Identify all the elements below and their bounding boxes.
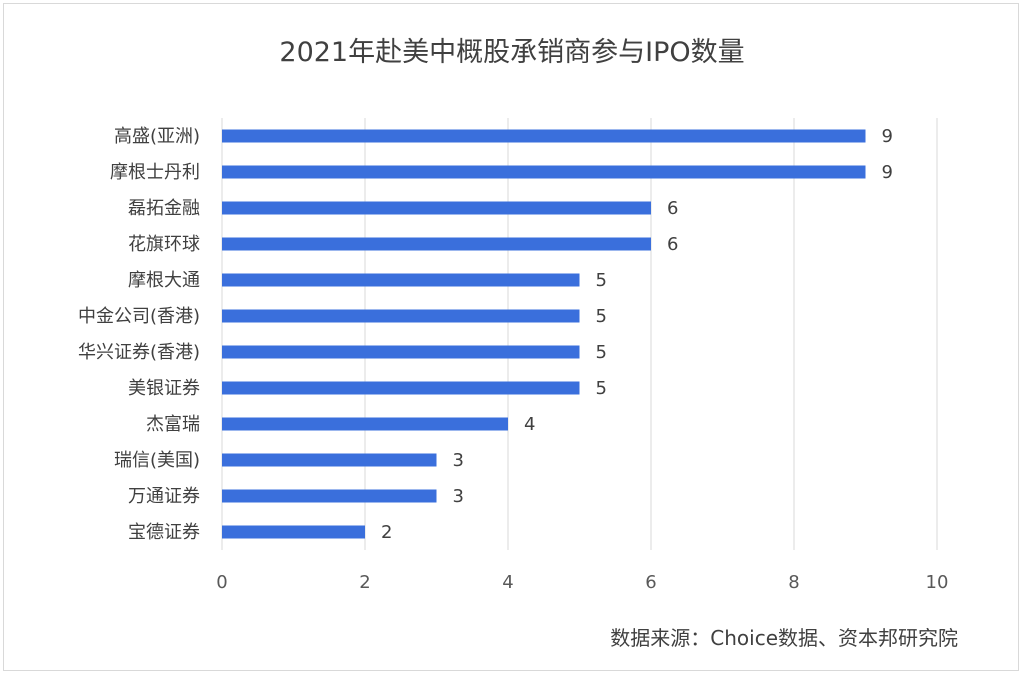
value-label: 9 — [882, 126, 893, 147]
value-label: 5 — [596, 270, 607, 291]
value-label: 5 — [596, 378, 607, 399]
category-label: 华兴证券(香港) — [78, 342, 200, 363]
bar — [222, 273, 580, 287]
category-label: 花旗环球 — [128, 234, 200, 255]
x-tick-label: 8 — [788, 572, 799, 593]
category-label: 高盛(亚洲) — [114, 126, 200, 147]
category-label: 瑞信(美国) — [114, 450, 200, 471]
category-label: 摩根大通 — [128, 270, 200, 291]
category-label: 磊拓金融 — [128, 198, 200, 219]
bar — [222, 417, 508, 431]
x-tick-label: 4 — [502, 572, 513, 593]
x-tick-label: 0 — [216, 572, 227, 593]
value-label: 6 — [667, 198, 678, 219]
category-label: 万通证券 — [128, 486, 200, 507]
bar — [222, 525, 365, 539]
value-label: 5 — [596, 306, 607, 327]
bar — [222, 345, 580, 359]
bar — [222, 381, 580, 395]
category-label: 摩根士丹利 — [110, 162, 200, 183]
x-tick-label: 6 — [645, 572, 656, 593]
bar — [222, 489, 437, 503]
bar — [222, 165, 866, 179]
value-label: 3 — [453, 486, 464, 507]
category-label: 杰富瑞 — [146, 414, 200, 435]
chart-frame — [3, 3, 1019, 671]
chart-title: 2021年赴美中概股承销商参与IPO数量 — [279, 37, 745, 68]
bar — [222, 201, 651, 215]
value-label: 3 — [453, 450, 464, 471]
x-tick-label: 10 — [926, 572, 949, 593]
bar — [222, 309, 580, 323]
bars — [222, 129, 866, 539]
x-tick-label: 2 — [359, 572, 370, 593]
bar — [222, 237, 651, 251]
gridlines — [221, 118, 938, 550]
bar — [222, 453, 437, 467]
x-axis-ticks: 0 2 4 6 8 10 — [216, 572, 948, 593]
value-label: 4 — [524, 414, 535, 435]
bar — [222, 129, 866, 143]
source-note: 数据来源：Choice数据、资本邦研究院 — [610, 626, 958, 650]
value-labels: 9 9 6 6 5 5 5 5 4 3 3 2 — [381, 126, 893, 543]
value-label: 6 — [667, 234, 678, 255]
category-label: 美银证券 — [128, 378, 200, 399]
value-label: 2 — [381, 522, 392, 543]
value-label: 9 — [882, 162, 893, 183]
category-label: 中金公司(香港) — [78, 306, 200, 327]
category-label: 宝德证券 — [128, 522, 200, 543]
value-label: 5 — [596, 342, 607, 363]
